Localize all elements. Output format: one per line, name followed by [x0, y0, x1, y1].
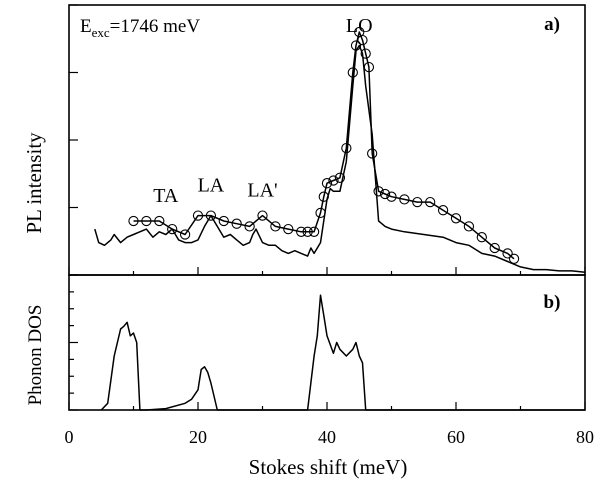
panel-a-series-1-point — [450, 213, 462, 224]
panel-a-series-1-point — [347, 67, 358, 78]
panel-a-series-1-point — [399, 194, 410, 205]
x-axis-label: Stokes shift (meV) — [249, 455, 408, 479]
panel-a-series-1-point — [360, 48, 371, 59]
panel-a-series-1-line — [133, 31, 515, 260]
panel-a-series-1-point — [167, 223, 178, 235]
panel-a-series-1-point — [283, 223, 294, 235]
panel-a-series-1-point — [154, 215, 165, 227]
panel-a-series-1-point — [231, 218, 242, 229]
panel-b-series-1-line — [100, 294, 585, 411]
panel-a-series-1-point — [257, 210, 268, 221]
panel-a-series-1-point — [179, 229, 191, 240]
panel-a-series-1-point — [502, 248, 513, 259]
panel-a-series-1-point — [141, 215, 152, 227]
panel-a-series-1-point — [463, 221, 475, 232]
panel-b-ylabel: Phonon DOS — [25, 305, 46, 406]
panel-a-series-1-point — [205, 210, 217, 221]
panel-a-label: a) — [544, 14, 560, 35]
x-tick-label: 40 — [318, 427, 336, 447]
panel-a-series-1-point — [386, 191, 397, 202]
panel-a-series-1-point — [192, 210, 204, 221]
peak-label: LA — [198, 174, 225, 196]
panel-b-frame — [68, 274, 586, 411]
panel-a-series-1-point — [489, 242, 500, 254]
x-tick-label: 60 — [447, 427, 465, 447]
panel-a-series-1-point — [321, 178, 333, 189]
panel-a-series-1-point — [412, 196, 423, 208]
panel-a-series-1-point — [357, 34, 368, 46]
excitation-energy-annotation: Eexc=1746 meV — [80, 16, 200, 40]
panel-a: TA LA LA' LO — [68, 4, 586, 276]
panel-a-series-1-point — [308, 226, 320, 237]
panel-a-series-1-point — [437, 205, 449, 216]
panel-a-series-1-point — [366, 148, 378, 159]
panel-a-series-1-point — [244, 221, 255, 232]
panel-a-series-1-point — [379, 188, 391, 200]
panel-a-series-1-point — [425, 196, 436, 208]
annotation-prefix: E — [80, 16, 92, 37]
panel-a-series-1-point — [270, 221, 281, 232]
panel-a-frame — [68, 4, 586, 276]
panel-a-series-2-line — [94, 44, 586, 274]
panel-a-series-1-point — [334, 172, 346, 183]
x-tick-label: 20 — [189, 427, 207, 447]
peak-label: LA' — [247, 180, 277, 202]
peak-label: LO — [346, 15, 373, 37]
panel-a-series-1-point — [218, 215, 229, 227]
annotation-suffix: =1746 meV — [110, 16, 201, 37]
panel-a-series-1-point — [296, 226, 307, 237]
panel-a-series-1-point — [373, 186, 384, 197]
panel-a-series-1-point — [302, 226, 313, 237]
panel-a-series-1-point — [128, 215, 139, 227]
panel-a-ylabel: PL intensity — [22, 132, 46, 234]
x-tick-label: 0 — [65, 427, 74, 447]
x-tick-label: 80 — [576, 427, 594, 447]
annotation-subscript: exc — [92, 25, 110, 40]
panel-a-series-1-point — [328, 175, 339, 186]
panel-a-series-1-point — [508, 253, 520, 264]
panel-a-series-1-point — [476, 232, 487, 243]
peak-label: TA — [153, 185, 179, 207]
panel-b-label: b) — [544, 292, 561, 313]
panel-b: 0 20 40 60 80 — [65, 274, 594, 447]
